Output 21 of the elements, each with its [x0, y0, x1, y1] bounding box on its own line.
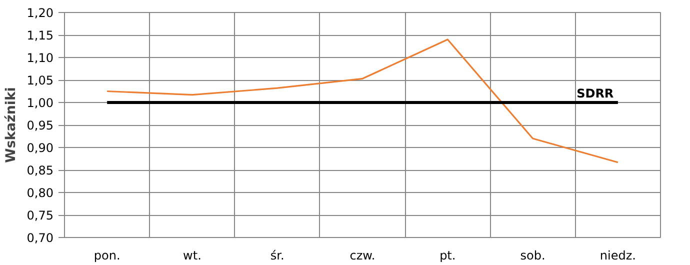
y-tick-label: 0,85 [26, 164, 54, 178]
x-tick-label: pon. [94, 248, 120, 262]
line-series [106, 38, 619, 164]
x-tick-label: śr. [270, 248, 284, 262]
y-tick-label: 1,00 [26, 96, 54, 110]
y-tick-label: 1,05 [26, 74, 54, 88]
x-tick-label: czw. [350, 248, 376, 262]
y-axis-title: Wskaźniki [4, 87, 19, 163]
y-tick-label: 1,10 [26, 51, 54, 65]
x-tick-label: wt. [183, 248, 202, 262]
x-tick-label: niedz. [600, 248, 636, 262]
y-tick-label: 1,15 [26, 28, 54, 42]
y-tick-label: 0,80 [26, 186, 54, 200]
y-tick-label: 0,75 [26, 208, 54, 222]
x-tick-label: sob. [520, 248, 546, 262]
series-label: SDRR [576, 86, 614, 100]
y-tick-label: 0,90 [26, 141, 54, 155]
y-tick-label: 0,95 [26, 118, 54, 132]
y-tick-label: 1,20 [26, 6, 54, 20]
x-tick-label: pt. [440, 248, 456, 262]
y-tick-label: 0,70 [26, 231, 54, 245]
